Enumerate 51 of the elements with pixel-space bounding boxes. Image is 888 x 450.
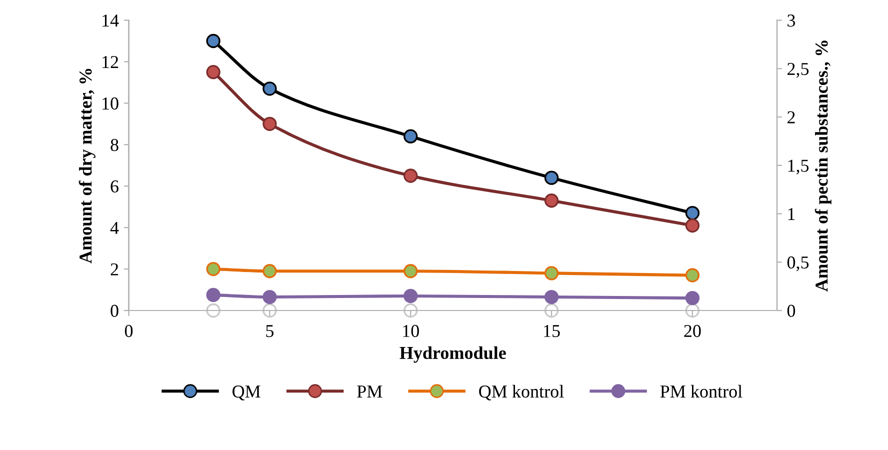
y2-tick-label: 2 <box>788 111 795 124</box>
y-tick-label: 14 <box>102 14 119 27</box>
legend-label: PM <box>357 386 382 398</box>
point <box>262 303 277 318</box>
point <box>685 268 700 282</box>
point <box>262 82 277 96</box>
y2-tick-label: 1,5 <box>788 160 809 174</box>
y-axis-title: Amount of dry matter, % <box>78 68 96 264</box>
y2-tick-label: 0 <box>787 304 796 317</box>
point <box>404 168 418 183</box>
legend-label: PM kontrol <box>660 384 742 398</box>
point <box>404 288 418 304</box>
y-tick-label: 12 <box>102 56 118 68</box>
y2-tick-label: 3 <box>788 14 796 27</box>
point <box>206 64 220 80</box>
point <box>262 116 277 131</box>
point <box>544 170 559 185</box>
y2-tick-label: 1 <box>788 208 795 220</box>
y-tick-label: 8 <box>110 138 118 152</box>
y-tick-label: 6 <box>110 180 118 193</box>
x-tick-label: 20 <box>684 324 701 338</box>
y2-tick-label: 2,5 <box>788 62 809 78</box>
point <box>404 129 418 144</box>
point <box>685 206 700 220</box>
point <box>262 290 277 304</box>
point <box>206 303 220 318</box>
y-tick-label: 0 <box>110 304 118 317</box>
point <box>544 266 559 280</box>
point <box>544 290 559 304</box>
x-tick-label: 10 <box>403 324 419 338</box>
point <box>404 264 418 278</box>
point <box>206 288 220 302</box>
point <box>206 262 220 276</box>
y2-axis-title: Amount of pectin substances., % <box>814 40 832 292</box>
legend-label: QM <box>232 385 260 400</box>
point <box>544 194 559 208</box>
y2-tick-label: 0,5 <box>787 256 809 272</box>
legend-label: QM kontrol <box>479 384 564 400</box>
point <box>206 34 220 48</box>
point <box>404 303 418 318</box>
x-tick-label: 15 <box>544 325 560 338</box>
x-axis-title: Hydromodule <box>400 346 506 363</box>
y-tick-label: 4 <box>110 222 119 234</box>
x-tick-label: 0 <box>124 324 133 338</box>
x-tick-label: 5 <box>266 325 274 338</box>
point <box>262 264 277 278</box>
y-tick-label: 10 <box>102 97 118 110</box>
point <box>685 218 700 233</box>
y-tick-label: 2 <box>110 263 118 276</box>
point <box>685 290 700 306</box>
point <box>544 303 559 318</box>
